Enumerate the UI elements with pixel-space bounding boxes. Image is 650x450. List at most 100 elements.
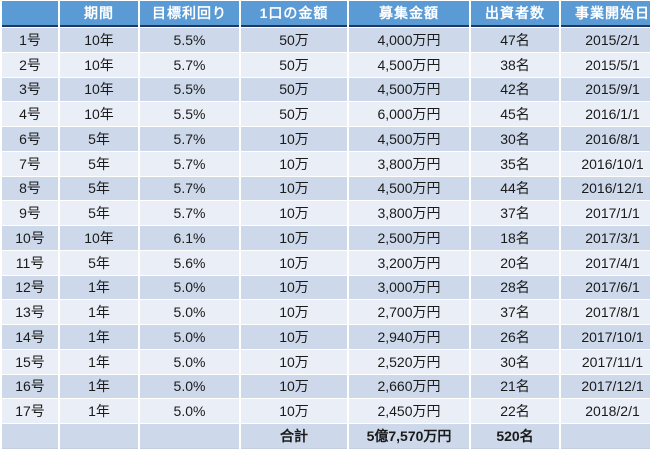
table-cell: 4,500万円 <box>349 127 469 151</box>
table-cell: 5.5% <box>140 28 239 52</box>
table-cell: 2017/3/1 <box>561 226 650 250</box>
table-cell: 2016/10/1 <box>561 151 650 176</box>
table-cell: 5年 <box>60 201 138 225</box>
table-cell: 5年 <box>60 127 138 151</box>
table-cell: 2016/8/1 <box>561 127 650 151</box>
table-cell: 1年 <box>60 349 138 374</box>
table-cell: 2017/1/1 <box>561 201 650 225</box>
table-cell: 10年 <box>60 52 138 77</box>
table-cell: 22名 <box>471 399 559 423</box>
table-cell: 6.1% <box>140 226 239 250</box>
table-cell: 5.5% <box>140 102 239 126</box>
table-cell: 2017/12/1 <box>561 374 650 399</box>
row-label: 15号 <box>2 349 58 374</box>
table-cell: 5.7% <box>140 176 239 201</box>
table-cell: 5.7% <box>140 52 239 77</box>
table-cell: 10万 <box>241 151 347 176</box>
column-header-period: 期間 <box>60 1 138 27</box>
table-cell: 10年 <box>60 226 138 250</box>
row-label: 2号 <box>2 52 58 77</box>
table-cell: 10万 <box>241 275 347 300</box>
table-cell: 10万 <box>241 127 347 151</box>
table-cell: 45名 <box>471 102 559 126</box>
table-row: 13号 1年 5.0% 10万 2,700万円 37名 2017/8/1 <box>2 300 650 324</box>
table-cell: 5.0% <box>140 325 239 349</box>
table-cell: 1年 <box>60 374 138 399</box>
table-row: 12号 1年 5.0% 10万 3,000万円 28名 2017/6/1 <box>2 275 650 300</box>
table-cell: 10万 <box>241 176 347 201</box>
table-cell: 10年 <box>60 102 138 126</box>
table-cell: 2015/5/1 <box>561 52 650 77</box>
table-cell: 50万 <box>241 77 347 102</box>
table-cell: 30名 <box>471 349 559 374</box>
column-header-target-yield: 目標利回り <box>140 1 239 27</box>
table-cell: 5.0% <box>140 349 239 374</box>
table-cell: 3,800万円 <box>349 151 469 176</box>
table-cell: 2017/6/1 <box>561 275 650 300</box>
table-cell: 18名 <box>471 226 559 250</box>
table-cell: 10万 <box>241 226 347 250</box>
row-label: 6号 <box>2 127 58 151</box>
table-cell <box>2 424 58 449</box>
table-cell: 2015/2/1 <box>561 28 650 52</box>
table-row: 6号 5年 5.7% 10万 4,500万円 30名 2016/8/1 <box>2 127 650 151</box>
table-cell: 38名 <box>471 52 559 77</box>
table-row: 17号 1年 5.0% 10万 2,450万円 22名 2018/2/1 <box>2 399 650 423</box>
table-cell: 20名 <box>471 250 559 275</box>
table-row: 11号 5年 5.6% 10万 3,200万円 20名 2017/4/1 <box>2 250 650 275</box>
table-cell: 10万 <box>241 325 347 349</box>
table-cell: 21名 <box>471 374 559 399</box>
table-cell: 5.7% <box>140 151 239 176</box>
table-cell: 10万 <box>241 201 347 225</box>
table-cell: 5.7% <box>140 201 239 225</box>
table-cell: 1年 <box>60 275 138 300</box>
row-label: 10号 <box>2 226 58 250</box>
row-label: 4号 <box>2 102 58 126</box>
column-header-unit-amount: 1口の金額 <box>241 1 347 27</box>
table-row: 16号 1年 5.0% 10万 2,660万円 21名 2017/12/1 <box>2 374 650 399</box>
table-cell: 10万 <box>241 399 347 423</box>
table-row: 8号 5年 5.7% 10万 4,500万円 44名 2016/12/1 <box>2 176 650 201</box>
row-label: 9号 <box>2 201 58 225</box>
table-cell: 5.5% <box>140 77 239 102</box>
header-row: 期間 目標利回り 1口の金額 募集金額 出資者数 事業開始日 <box>2 1 650 27</box>
table-row: 4号 10年 5.5% 50万 6,000万円 45名 2016/1/1 <box>2 102 650 126</box>
table-row: 15号 1年 5.0% 10万 2,520万円 30名 2017/11/1 <box>2 349 650 374</box>
row-label: 16号 <box>2 374 58 399</box>
table-row: 2号 10年 5.7% 50万 4,500万円 38名 2015/5/1 <box>2 52 650 77</box>
table-cell: 5.0% <box>140 374 239 399</box>
table-cell: 2,940万円 <box>349 325 469 349</box>
table-cell: 2016/1/1 <box>561 102 650 126</box>
table-cell: 3,200万円 <box>349 250 469 275</box>
table-cell: 4,000万円 <box>349 28 469 52</box>
table-body: 1号 10年 5.5% 50万 4,000万円 47名 2015/2/1 2号 10年 5.7% 5… <box>2 28 650 449</box>
table-cell: 5.0% <box>140 300 239 324</box>
column-header-start-date: 事業開始日 <box>561 1 650 27</box>
table-cell: 3,000万円 <box>349 275 469 300</box>
table-cell: 5年 <box>60 151 138 176</box>
table-cell: 2,500万円 <box>349 226 469 250</box>
table-cell: 2017/11/1 <box>561 349 650 374</box>
table-cell: 1年 <box>60 300 138 324</box>
table-cell: 50万 <box>241 52 347 77</box>
table-cell: 4,500万円 <box>349 52 469 77</box>
table-cell: 37名 <box>471 300 559 324</box>
table-cell: 5.7% <box>140 127 239 151</box>
table-cell: 2017/4/1 <box>561 250 650 275</box>
row-label: 7号 <box>2 151 58 176</box>
table-cell: 26名 <box>471 325 559 349</box>
row-label: 3号 <box>2 77 58 102</box>
table-cell: 2016/12/1 <box>561 176 650 201</box>
corner-header <box>2 1 58 27</box>
row-label: 17号 <box>2 399 58 423</box>
total-row: 合計 5億7,570万円 520名 <box>2 424 650 449</box>
table-cell <box>561 424 650 449</box>
table-cell: 10年 <box>60 77 138 102</box>
table-cell: 10年 <box>60 28 138 52</box>
table-cell: 35名 <box>471 151 559 176</box>
table-cell: 10万 <box>241 300 347 324</box>
table-cell: 5年 <box>60 250 138 275</box>
table-cell: 10万 <box>241 374 347 399</box>
table-row: 7号 5年 5.7% 10万 3,800万円 35名 2016/10/1 <box>2 151 650 176</box>
